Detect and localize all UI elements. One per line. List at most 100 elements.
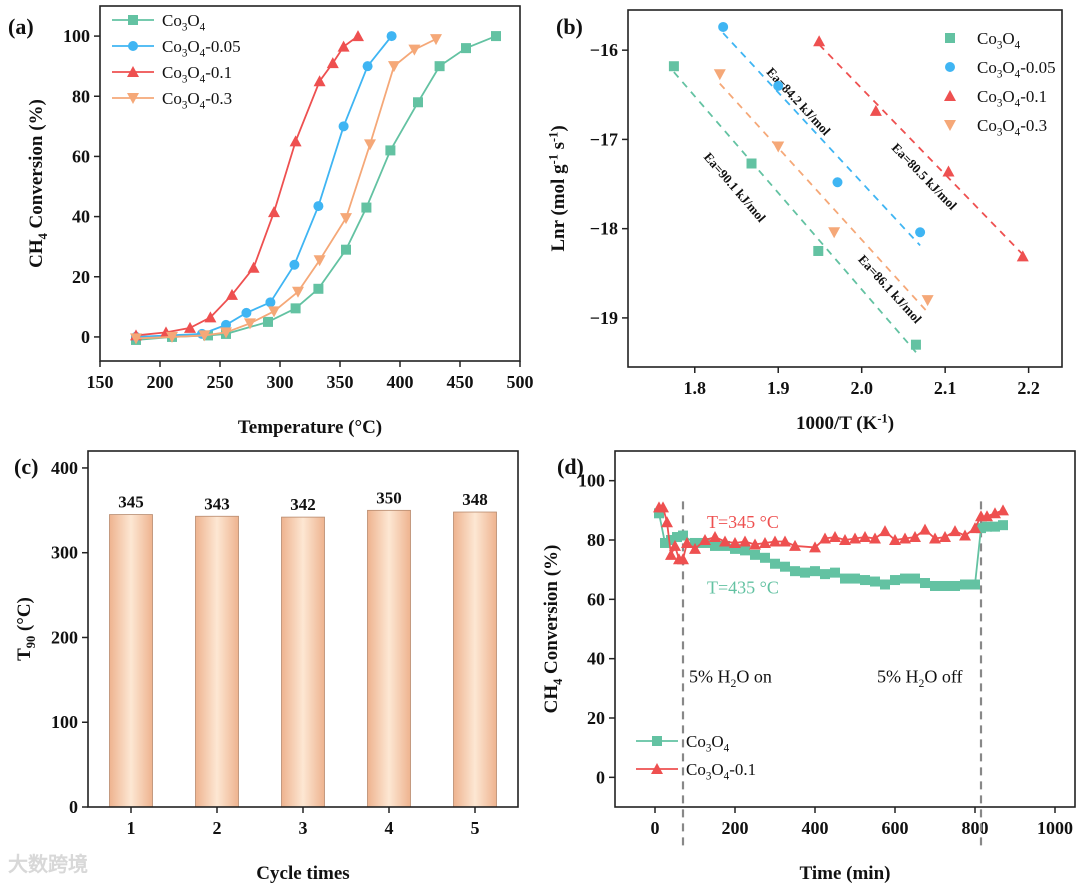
y-tick-label: 20 xyxy=(587,708,605,728)
data-point xyxy=(976,523,986,534)
x-tick-label: 600 xyxy=(882,818,909,838)
fit-line xyxy=(673,71,917,353)
data-point xyxy=(750,549,760,560)
x-tick-label: 2.1 xyxy=(934,378,957,398)
y-axis-label: T90​ (°C) xyxy=(14,597,38,661)
data-point xyxy=(950,580,960,591)
data-point xyxy=(749,538,761,550)
legend: Co3​O4​ Co3​O4​-0.1 xyxy=(636,732,756,782)
data-point xyxy=(909,531,921,543)
x-tick-label: 400 xyxy=(387,372,414,392)
data-point xyxy=(689,542,701,554)
data-point xyxy=(198,330,211,342)
y-tick-label: −17 xyxy=(590,129,618,149)
data-point xyxy=(184,321,196,333)
x-tick-label: 2 xyxy=(213,818,222,838)
data-point xyxy=(942,165,955,177)
legend-label: Co3​O4​-0.1 xyxy=(686,760,756,782)
data-point xyxy=(654,508,664,519)
data-point xyxy=(739,535,751,547)
data-point xyxy=(939,531,951,543)
data-point xyxy=(832,177,843,188)
plot-frame xyxy=(614,450,1076,808)
data-point xyxy=(313,75,326,87)
y-axis-label: Lnr (mol g-1​ s-1​) xyxy=(546,125,569,251)
legend-label: Co3​O4​-0.3 xyxy=(977,116,1047,138)
data-point xyxy=(729,536,741,548)
x-tick-label: 1 xyxy=(127,818,136,838)
y-tick-label: 300 xyxy=(51,543,78,563)
plot-frame xyxy=(99,5,521,362)
annotation: 5% H2​O off xyxy=(877,666,963,690)
data-point xyxy=(945,62,955,72)
data-point xyxy=(945,33,955,43)
data-point xyxy=(773,80,784,91)
data-point xyxy=(949,525,961,537)
data-point xyxy=(970,579,980,590)
panel-a: (a) 150 200 250 300 350 400 450 500 0 20 40 60 80 100 T… xyxy=(8,5,534,438)
data-point xyxy=(989,507,1001,519)
y-tick-label: 40 xyxy=(72,207,90,227)
data-point xyxy=(940,580,950,591)
data-point xyxy=(869,104,882,116)
bar xyxy=(195,515,239,808)
data-point xyxy=(265,297,276,308)
data-point xyxy=(860,575,870,586)
data-point xyxy=(709,531,721,543)
data-point xyxy=(929,532,941,544)
data-point xyxy=(839,534,851,545)
data-point xyxy=(244,318,256,330)
legend-label: Co3​O4​ xyxy=(977,29,1021,51)
legend-label: Co3​O4​-0.1 xyxy=(162,63,232,85)
data-point xyxy=(899,532,911,544)
data-point xyxy=(166,331,178,343)
data-point xyxy=(880,579,890,590)
data-point xyxy=(780,561,790,572)
data-point xyxy=(388,61,400,73)
data-point xyxy=(809,541,821,553)
data-point xyxy=(919,523,931,535)
data-point xyxy=(338,121,349,132)
data-point xyxy=(313,201,324,212)
data-point xyxy=(830,567,840,578)
data-point xyxy=(813,35,826,47)
data-point xyxy=(944,90,956,101)
data-point xyxy=(362,61,373,72)
y-tick-label: 60 xyxy=(72,146,90,166)
y-axis-label: CH4​ Conversion (%) xyxy=(541,545,565,714)
data-point xyxy=(220,327,232,339)
legend: Co3​O4​ Co3​O4​-0.05 Co3​O4​-0.1 Co3​O4​-0.… xyxy=(944,29,1056,138)
data-point xyxy=(982,521,992,532)
data-point xyxy=(341,244,351,255)
data-point xyxy=(820,569,830,580)
data-point xyxy=(790,566,800,577)
data-point xyxy=(930,580,940,591)
data-point xyxy=(981,510,993,522)
bar xyxy=(281,516,325,808)
panel-b: (b) 1.8 1.9 2.0 2.1 2.2 −16 −17 −18 −19 1000/T (K-… xyxy=(546,9,1063,434)
data-point xyxy=(408,44,421,56)
data-point xyxy=(849,532,861,544)
data-point xyxy=(990,521,1000,532)
x-axis-label: Cycle times xyxy=(256,863,349,883)
watermark-logo: 大数跨境 xyxy=(8,852,88,876)
data-point xyxy=(810,566,820,577)
data-point xyxy=(944,120,956,131)
data-point xyxy=(289,135,302,147)
data-point xyxy=(268,206,280,218)
x-tick-label: 300 xyxy=(267,372,294,392)
data-point xyxy=(740,545,750,556)
bar-data-label: 345 xyxy=(118,493,144,512)
y-tick-label: 400 xyxy=(51,458,78,478)
activation-energy-label: Ea=84.2 kJ/mol xyxy=(764,64,834,138)
data-point xyxy=(652,736,662,746)
legend-label: Co3​O4​-0.05 xyxy=(162,37,241,59)
annotation: T=345 °C xyxy=(707,512,779,532)
data-point xyxy=(313,283,324,294)
data-point xyxy=(959,529,971,541)
panel-d: (d) 0 200 400 600 800 1000 0 20 40 60 80 100 Time (mi… xyxy=(541,450,1076,883)
y-tick-label: 0 xyxy=(69,797,78,817)
x-tick-label: 1000 xyxy=(1037,818,1073,838)
legend-label: Co3​O4​-0.05 xyxy=(977,58,1056,80)
series-Co3O4-0.1 xyxy=(653,501,1009,565)
